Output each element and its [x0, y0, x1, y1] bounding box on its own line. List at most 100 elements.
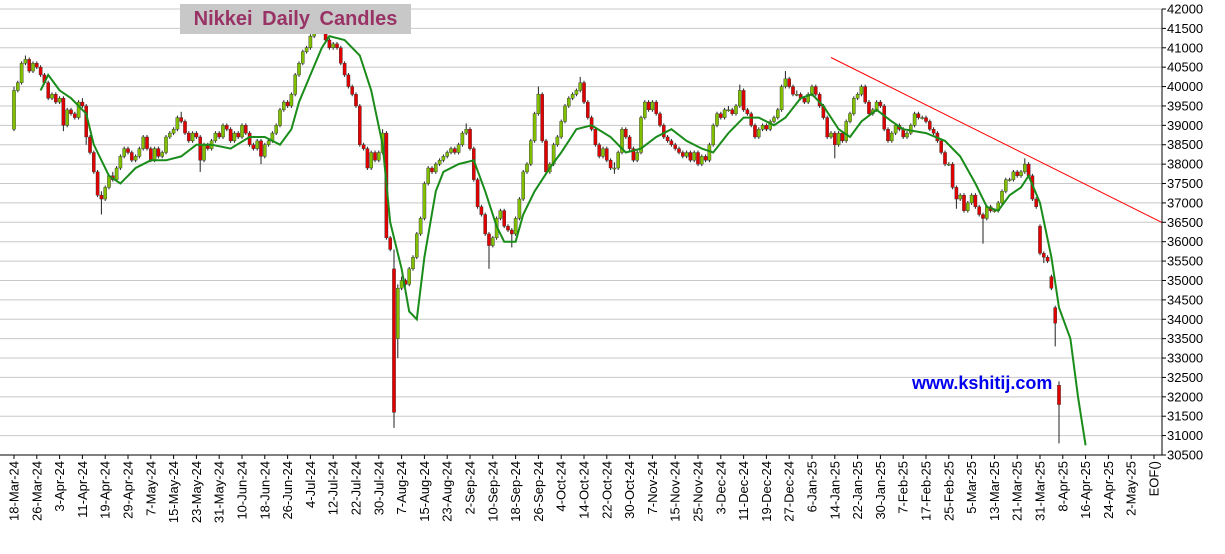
candle-body: [1053, 307, 1057, 324]
candle-body: [16, 82, 20, 91]
candle-body: [954, 187, 959, 200]
y-tick-label: 36000: [1167, 234, 1203, 249]
candle-body: [855, 94, 860, 99]
y-tick-label: 39000: [1167, 118, 1203, 133]
candle-body: [931, 129, 936, 134]
candle-body: [1015, 171, 1019, 176]
candle-body: [342, 63, 347, 76]
candle-body: [103, 187, 107, 200]
x-tick-label: 30-Jan-25: [873, 461, 888, 520]
candle-body: [806, 94, 810, 103]
x-tick-label: 31-Mar-25: [1033, 461, 1048, 521]
x-tick-label: 4-Jul-24: [303, 461, 318, 508]
candle-body: [274, 125, 279, 134]
candle-body: [582, 82, 586, 103]
candle-body: [430, 167, 434, 173]
candle-body: [61, 97, 66, 126]
y-tick-label: 39500: [1167, 98, 1203, 113]
x-tick-label: 14-Jan-25: [827, 461, 842, 520]
y-tick-label: 31500: [1167, 409, 1203, 424]
x-tick-label: 14-Oct-24: [577, 461, 592, 519]
candle-body: [453, 148, 457, 153]
candle-body: [483, 214, 488, 235]
moving-average: [39, 34, 1087, 446]
candle-body: [958, 194, 962, 200]
candle-body: [517, 198, 522, 219]
candle-body: [658, 113, 662, 126]
candle-body: [825, 117, 829, 138]
candle-body: [627, 136, 632, 149]
candle-body: [293, 74, 298, 95]
candle-body: [669, 140, 674, 145]
candle-body: [278, 109, 282, 126]
candle-body: [753, 125, 757, 138]
candle-body: [973, 194, 978, 207]
candle-body: [91, 152, 96, 173]
candle-body: [217, 132, 222, 138]
candle-body: [468, 129, 472, 149]
candle-body: [893, 125, 898, 134]
candle-body: [297, 63, 301, 76]
candle-body: [745, 109, 750, 114]
candle-body: [730, 109, 734, 114]
candle-body: [722, 109, 727, 118]
candle-body: [814, 86, 818, 95]
candle-body: [304, 47, 309, 52]
candle-body: [213, 132, 218, 142]
candle-body: [977, 206, 981, 215]
candle-body: [981, 214, 985, 219]
candle-body: [601, 148, 605, 157]
candle-body: [282, 101, 286, 111]
candle-body: [741, 90, 746, 111]
candle-body: [852, 97, 856, 114]
x-tick-label: EOF(): [1147, 461, 1162, 496]
y-tick-label: 37000: [1167, 195, 1203, 210]
candle-body: [175, 117, 180, 130]
x-tick-label: 15-May-24: [166, 461, 181, 523]
candle-body: [445, 152, 450, 157]
candle-body: [768, 121, 772, 130]
candle-body: [373, 152, 377, 161]
x-tick-label: 24-Apr-25: [1101, 461, 1116, 519]
candle-body: [38, 66, 43, 76]
candle-body: [1057, 384, 1061, 405]
candle-body: [643, 101, 647, 118]
x-tick-label: 2-May-25: [1124, 461, 1139, 516]
candle-body: [133, 156, 138, 161]
candle-body: [266, 140, 271, 145]
candle-body: [1023, 163, 1027, 173]
candle-body: [749, 113, 753, 126]
candle-body: [696, 152, 700, 165]
x-tick-label: 7-Nov-24: [645, 461, 660, 514]
candle-body: [639, 117, 643, 153]
candle-body: [559, 121, 563, 138]
x-tick-label: 3-Dec-24: [713, 461, 728, 514]
x-tick-label: 30-Jul-24: [371, 461, 386, 515]
y-tick-label: 30500: [1167, 448, 1203, 463]
x-tick-label: 7-Feb-25: [896, 461, 911, 514]
candle-body: [924, 117, 928, 122]
candle-body: [791, 86, 795, 95]
x-tick-label: 6-Jan-25: [805, 461, 820, 512]
candle-body: [434, 163, 438, 173]
candle-body: [1041, 253, 1046, 258]
x-tick-label: 19-Apr-24: [98, 461, 113, 519]
candle-body: [232, 132, 237, 142]
candle-body: [764, 125, 769, 130]
candle-body: [525, 163, 529, 173]
candle-body: [422, 183, 427, 219]
candle-body: [833, 132, 837, 145]
candle-body: [844, 121, 848, 142]
candle-body: [80, 101, 85, 107]
candle-body: [449, 148, 453, 153]
candle-body: [863, 86, 867, 103]
x-tick-label: 31-May-24: [212, 461, 227, 523]
candle-body: [624, 129, 628, 138]
candle-body: [662, 125, 666, 138]
candle-body: [88, 136, 92, 153]
candle-body: [171, 129, 176, 134]
candle-body: [563, 105, 567, 122]
candle-body: [532, 113, 537, 142]
candle-body: [361, 144, 366, 149]
